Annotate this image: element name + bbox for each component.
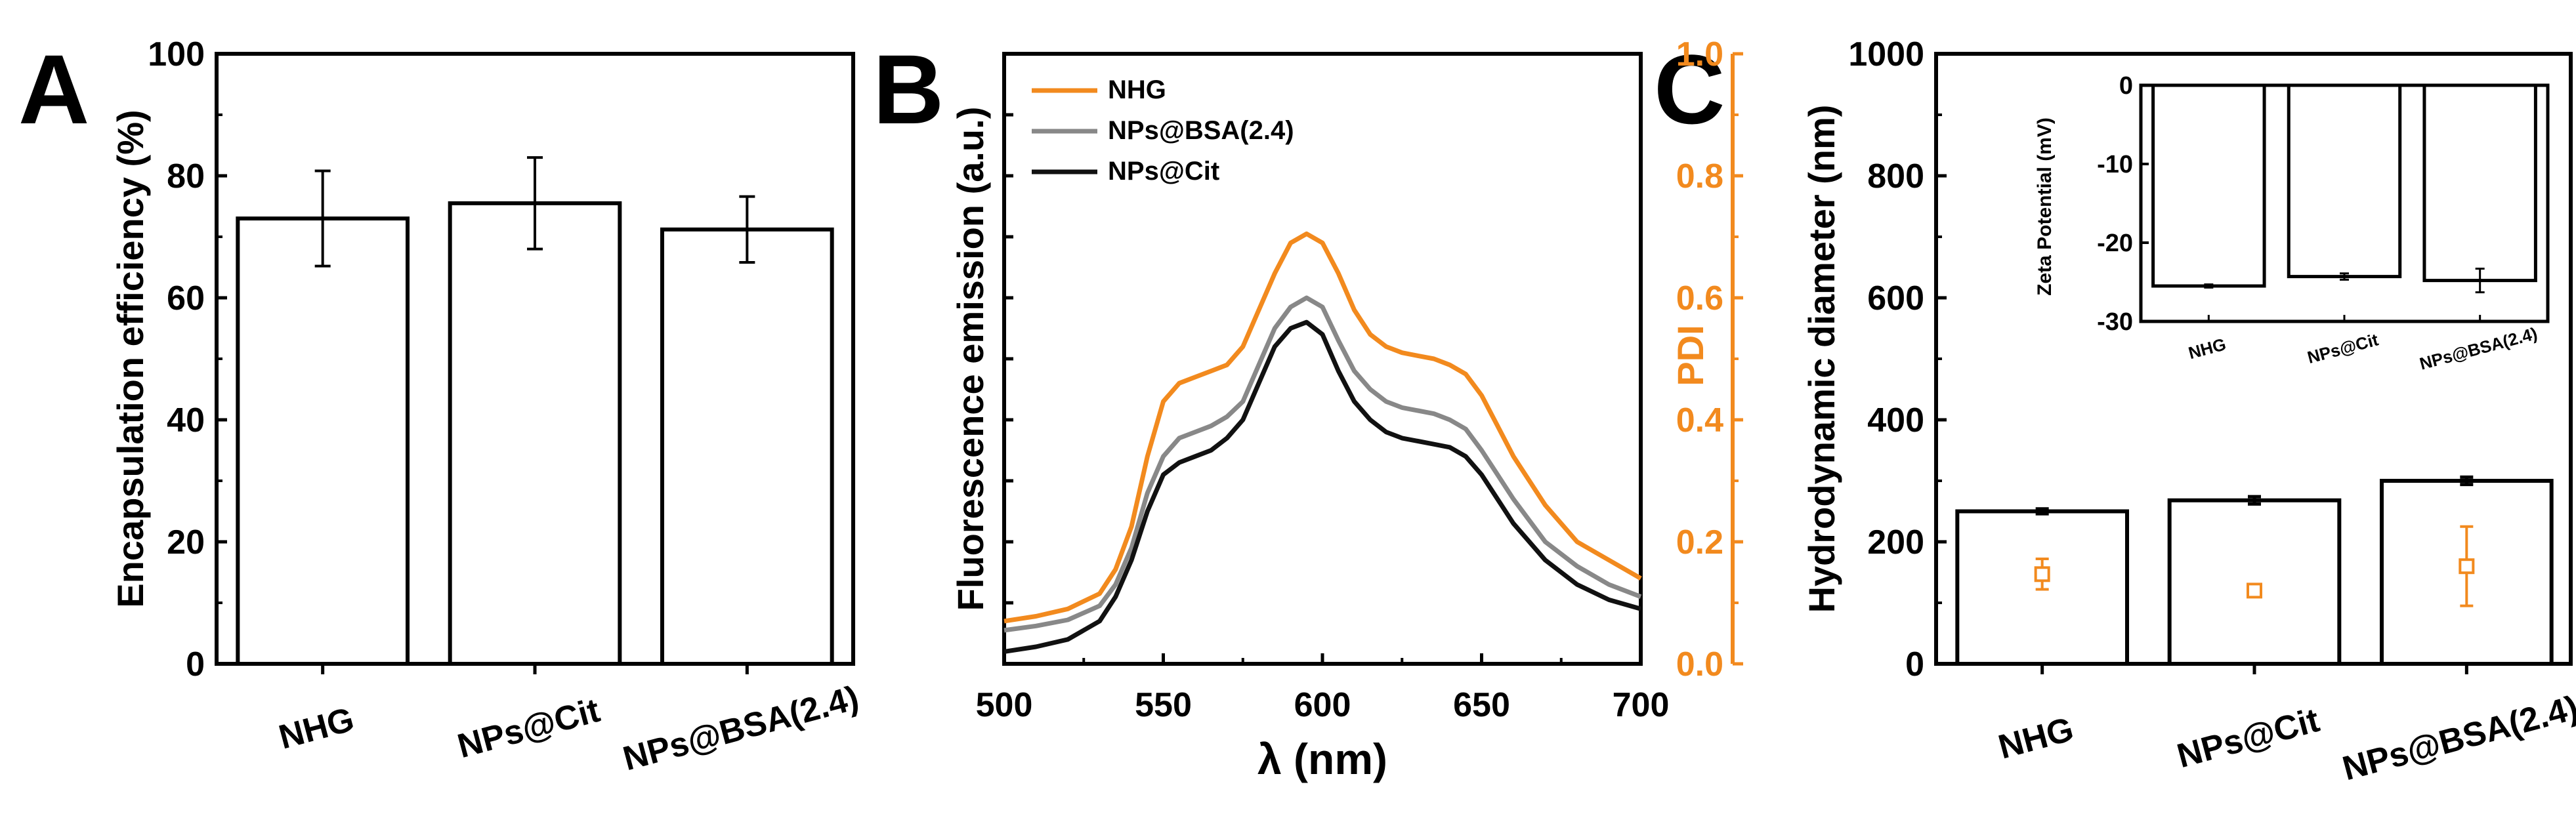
series-line-NHG bbox=[1003, 231, 1642, 624]
x-category-label: NHG bbox=[1995, 710, 2078, 767]
pdi-tick-label: 0.6 bbox=[1676, 279, 1723, 317]
pdi-tick-label: 0.4 bbox=[1676, 401, 1723, 439]
inset-error-bar bbox=[2204, 283, 2214, 289]
bar-NPs@Cit bbox=[448, 201, 622, 666]
x-tick-label: 700 bbox=[1613, 686, 1670, 724]
x-category-label: NPs@Cit bbox=[2173, 701, 2323, 775]
inset-y-tick-label: -10 bbox=[2097, 151, 2133, 178]
x-tick-label: 550 bbox=[1135, 686, 1192, 724]
x-tick-label: 500 bbox=[976, 686, 1033, 724]
y-tick-label: 40 bbox=[167, 401, 205, 439]
inset-category-label: NHG bbox=[2186, 334, 2228, 363]
panel-b: B 500 550 600 650 700 NHG NPs@BSA(2.4) NPs@Cit Fl… bbox=[873, 34, 1669, 783]
x-category-label: NPs@BSA(2.4) bbox=[619, 679, 862, 778]
y-tick-label: 0 bbox=[1905, 645, 1924, 683]
error-bar bbox=[2460, 475, 2474, 487]
series-line-NPs@Cit bbox=[1003, 319, 1641, 654]
error-bar bbox=[2035, 507, 2049, 516]
inset-bar-NPs@BSA(2.4) bbox=[2422, 83, 2537, 283]
pdi-marker bbox=[2034, 566, 2050, 582]
inset-error-bar bbox=[2475, 268, 2485, 294]
error-bar bbox=[2248, 495, 2261, 506]
pdi-tick-label: 1.0 bbox=[1676, 35, 1723, 73]
panel-a: A 0 20 40 60 80 100 NHG NPs@Cit NPs@BSA(2.4) Encap… bbox=[18, 34, 862, 778]
y-tick-label: 80 bbox=[167, 157, 205, 195]
error-bar bbox=[527, 156, 543, 251]
y-tick-label: 100 bbox=[148, 35, 205, 73]
y-tick-label: 200 bbox=[1867, 523, 1924, 561]
inset-category-label: NPs@Cit bbox=[2305, 329, 2380, 367]
legend-entry: NPs@BSA(2.4) bbox=[1108, 116, 1294, 145]
panel-label-c: C bbox=[1654, 34, 1725, 144]
bar-NPs@BSA(2.4) bbox=[660, 227, 834, 666]
x-tick-label: 600 bbox=[1294, 686, 1351, 724]
x-category-label: NPs@Cit bbox=[454, 691, 604, 765]
y-tick-label: 60 bbox=[167, 279, 205, 317]
x-axis-title: λ (nm) bbox=[1257, 735, 1387, 783]
inset-bar-NPs@Cit bbox=[2287, 83, 2402, 279]
y-axis-title: Fluorescence emission (a.u.) bbox=[950, 107, 991, 611]
x-category-label: NHG bbox=[275, 701, 358, 757]
inset-zeta: 0 -10 -20 -30 Zeta Potential (mV) NHG NPs@Cit N… bbox=[2034, 72, 2550, 374]
pdi-tick-label: 0.2 bbox=[1676, 523, 1723, 561]
y-tick-label: 1000 bbox=[1848, 35, 1924, 73]
pdi-marker bbox=[2247, 582, 2262, 599]
inset-category-label: NPs@BSA(2.4) bbox=[2417, 323, 2539, 374]
pdi-axis-title: PDI bbox=[1670, 325, 1711, 386]
y-tick-label: 600 bbox=[1867, 279, 1924, 317]
panel-c: C 0.0 0.2 0.4 0.6 0.8 1.0 PDI 0 200 400 600 800 1000H… bbox=[1654, 34, 2576, 788]
bar-NHG bbox=[236, 216, 410, 666]
x-category-label: NPs@BSA(2.4) bbox=[2338, 689, 2576, 788]
pdi-tick-label: 0.0 bbox=[1676, 645, 1723, 683]
y-tick-label: 20 bbox=[167, 523, 205, 561]
inset-error-bar bbox=[2340, 272, 2349, 281]
inset-y-tick-label: -20 bbox=[2097, 230, 2133, 257]
y-axis-title: Hydrodynamic diameter (nm) bbox=[1801, 105, 1842, 613]
error-bar bbox=[314, 169, 331, 268]
legend-entry: NPs@Cit bbox=[1108, 157, 1219, 186]
inset-y-tick-label: -30 bbox=[2097, 308, 2133, 336]
panel-label-b: B bbox=[873, 34, 944, 144]
x-tick-label: 650 bbox=[1453, 686, 1510, 724]
panel-label-a: A bbox=[18, 34, 89, 144]
inset-y-axis-title: Zeta Potential (mV) bbox=[2034, 117, 2056, 296]
y-tick-label: 800 bbox=[1867, 157, 1924, 195]
inset-bar-NHG bbox=[2151, 83, 2266, 288]
bar-NPs@Cit bbox=[2167, 498, 2342, 666]
series-line-NPs@BSA(2.4) bbox=[1003, 295, 1642, 633]
pdi-tick-label: 0.8 bbox=[1676, 157, 1723, 195]
plot-frame bbox=[1002, 52, 1643, 666]
legend-entry: NHG bbox=[1108, 75, 1166, 104]
y-tick-label: 0 bbox=[186, 645, 205, 683]
y-axis-title: Encapsulation efficiency (%) bbox=[110, 110, 151, 607]
inset-y-tick-label: 0 bbox=[2119, 72, 2133, 100]
error-bar bbox=[739, 195, 755, 264]
pdi-marker bbox=[2459, 558, 2475, 575]
y-tick-label: 400 bbox=[1867, 401, 1924, 439]
